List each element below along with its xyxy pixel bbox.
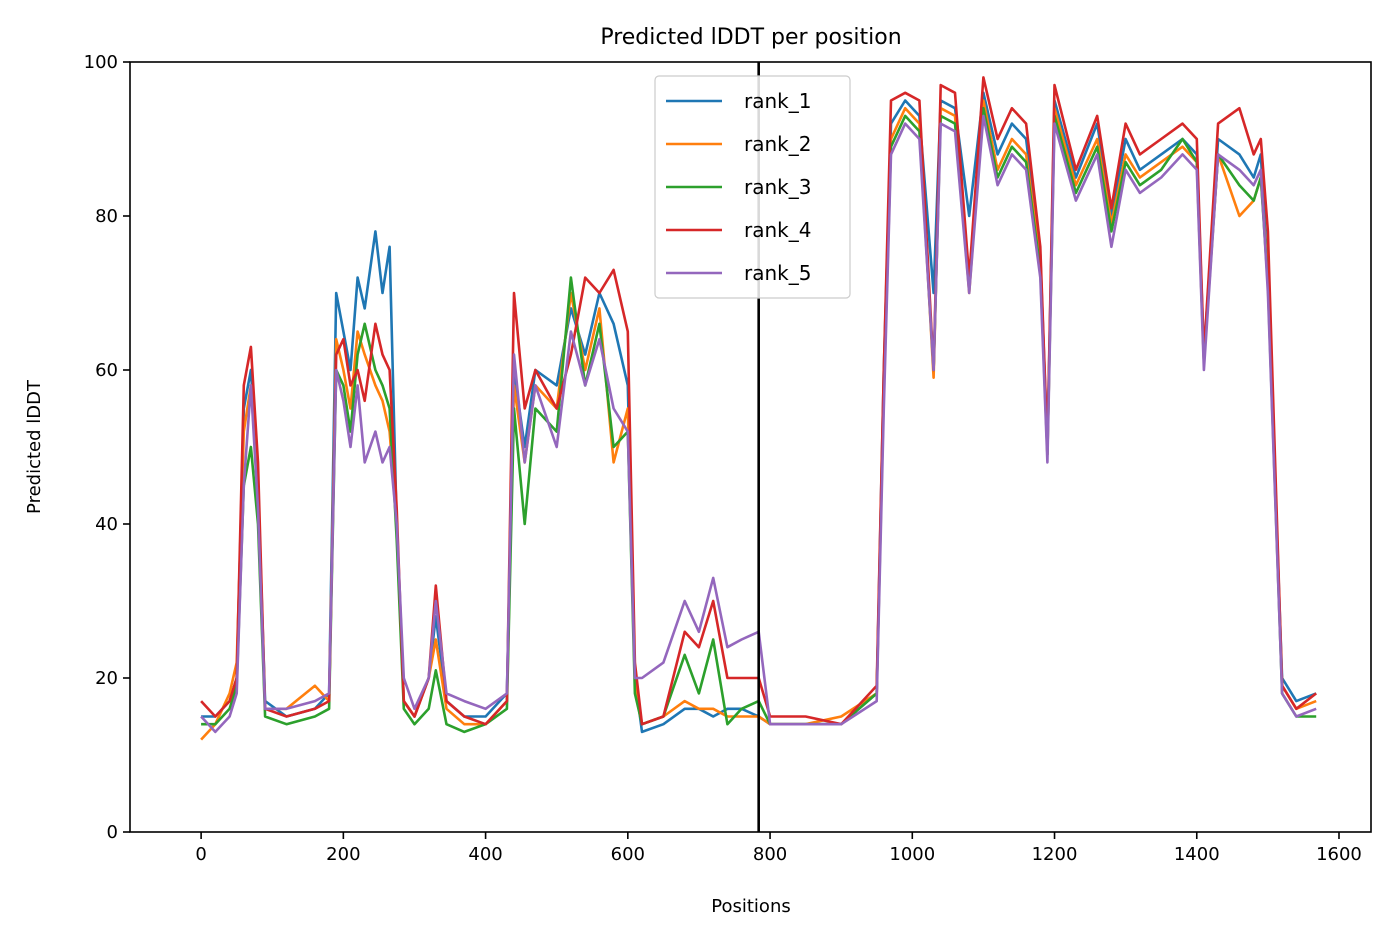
x-tick-label: 1200 [1032,844,1078,865]
series-line-rank_5 [200,114,1317,734]
plot-frame [129,61,1372,833]
legend-label-rank_5: rank_5 [744,261,811,285]
y-tick-label: 60 [95,360,118,381]
legend-box [654,75,851,299]
x-tick-label: 400 [468,844,502,865]
series-layer [200,76,1317,741]
x-tick-label: 800 [753,844,787,865]
y-axis: 0 20 40 60 80 100 [84,52,130,843]
series-line-rank_2 [200,99,1317,741]
legend-label-rank_1: rank_1 [744,89,811,113]
y-tick-label: 0 [107,822,118,843]
x-tick-label: 0 [195,844,206,865]
y-tick-label: 100 [84,52,118,73]
y-axis-label: Predicted lDDT [24,379,45,514]
x-axis: 0 200 400 600 800 1000 1200 1400 1600 [195,832,1362,865]
series-line-rank_1 [201,91,1317,734]
x-tick-label: 200 [326,844,360,865]
chart-title: Predicted lDDT per position [600,25,901,50]
y-tick-label: 20 [95,668,118,689]
y-tick-label: 40 [95,514,118,535]
x-axis-label: Positions [711,896,790,917]
legend-label-rank_3: rank_3 [744,175,811,199]
legend-label-rank_4: rank_4 [744,218,811,242]
x-tick-label: 1000 [889,844,935,865]
legend: rank_1 rank_2 rank_3 rank_4 rank_5 [654,75,851,299]
x-tick-label: 1600 [1316,844,1362,865]
x-tick-label: 1400 [1174,844,1220,865]
y-tick-label: 80 [95,206,118,227]
series-line-rank_3 [201,106,1317,734]
legend-label-rank_2: rank_2 [744,132,811,156]
x-tick-label: 600 [611,844,645,865]
series-line-rank_4 [200,76,1317,726]
